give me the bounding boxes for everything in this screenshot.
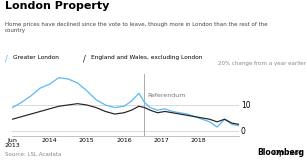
Text: Bloomberg: Bloomberg bbox=[257, 148, 304, 157]
Text: Referendum: Referendum bbox=[147, 93, 185, 98]
Text: /: / bbox=[5, 55, 7, 64]
Text: England and Wales, excluding London: England and Wales, excluding London bbox=[91, 55, 202, 60]
Text: 20% change from a year earlier: 20% change from a year earlier bbox=[218, 62, 305, 66]
Text: /: / bbox=[83, 55, 86, 64]
Text: Opinion: Opinion bbox=[247, 149, 304, 157]
Text: Greater London: Greater London bbox=[13, 55, 59, 60]
Text: Source: LSL Acadata: Source: LSL Acadata bbox=[5, 153, 61, 157]
Text: London Property: London Property bbox=[5, 1, 109, 11]
Text: Home prices have declined since the vote to leave, though more in London than th: Home prices have declined since the vote… bbox=[5, 22, 267, 33]
